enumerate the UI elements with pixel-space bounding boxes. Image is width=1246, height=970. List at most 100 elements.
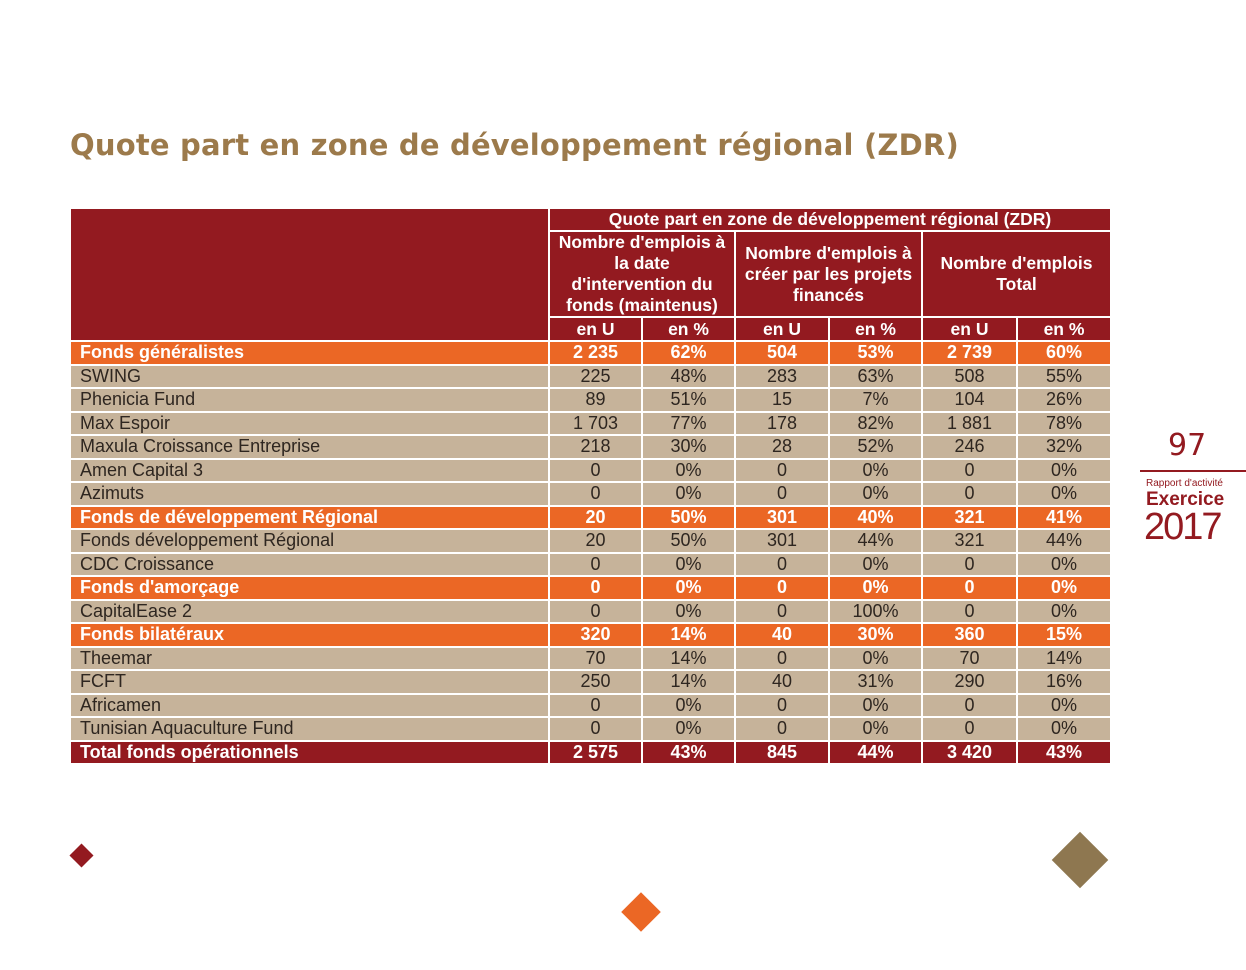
percent-cell: 100%	[828, 598, 923, 624]
category-row: Fonds bilatéraux 320 14% 40 30% 360 15%	[69, 622, 1112, 648]
percent-cell: 62%	[641, 340, 736, 366]
units-cell: 283	[734, 363, 830, 389]
table-row: CapitalEase 2 0 0% 0 100% 0 0%	[69, 598, 1112, 624]
table-row: Phenicia Fund 89 51% 15 7% 104 26%	[69, 387, 1112, 413]
units-cell: 246	[921, 434, 1018, 460]
units-cell: 0	[548, 716, 643, 742]
red-diamond-decoration	[69, 843, 94, 868]
units-cell: 28	[734, 434, 830, 460]
units-cell: 40	[734, 622, 830, 648]
percent-cell: 26%	[1016, 387, 1112, 413]
table-body: Fonds généralistes 2 235 62% 504 53% 2 739 60%…	[69, 340, 1112, 765]
fund-name-cell: Fonds de développement Régional	[69, 504, 550, 530]
percent-cell: 0%	[1016, 575, 1112, 601]
exercise-label: Exercice	[1146, 489, 1225, 510]
report-label: Rapport d'activité	[1146, 478, 1223, 489]
units-cell: 0	[734, 716, 830, 742]
units-cell: 0	[921, 716, 1018, 742]
percent-cell: 14%	[641, 669, 736, 695]
category-row: Fonds d'amorçage 0 0% 0 0% 0 0%	[69, 575, 1112, 601]
percent-cell: 0%	[1016, 457, 1112, 483]
unit-header: en %	[641, 316, 736, 342]
fund-name-cell: SWING	[69, 363, 550, 389]
percent-cell: 0%	[1016, 551, 1112, 577]
percent-cell: 15%	[1016, 622, 1112, 648]
column-group-to-create: Nombre d'emplois à créer par les projets…	[734, 230, 923, 318]
percent-cell: 0%	[1016, 692, 1112, 718]
units-cell: 104	[921, 387, 1018, 413]
fund-name-cell: Fonds généralistes	[69, 340, 550, 366]
percent-cell: 0%	[641, 575, 736, 601]
units-cell: 70	[921, 645, 1018, 671]
category-row: Fonds généralistes 2 235 62% 504 53% 2 739 60%	[69, 340, 1112, 366]
units-cell: 1 703	[548, 410, 643, 436]
units-cell: 0	[548, 692, 643, 718]
percent-cell: 0%	[641, 692, 736, 718]
units-cell: 0	[734, 692, 830, 718]
percent-cell: 0%	[641, 598, 736, 624]
percent-cell: 78%	[1016, 410, 1112, 436]
percent-cell: 0%	[828, 551, 923, 577]
units-cell: 1 881	[921, 410, 1018, 436]
percent-cell: 0%	[641, 551, 736, 577]
units-cell: 845	[734, 739, 830, 765]
percent-cell: 44%	[828, 528, 923, 554]
unit-header: en U	[734, 316, 830, 342]
units-cell: 0	[921, 692, 1018, 718]
percent-cell: 60%	[1016, 340, 1112, 366]
percent-cell: 50%	[641, 504, 736, 530]
units-cell: 0	[921, 598, 1018, 624]
units-cell: 0	[734, 551, 830, 577]
units-cell: 40	[734, 669, 830, 695]
column-group-total: Nombre d'emplois Total	[921, 230, 1112, 318]
fund-name-cell: Fonds développement Régional	[69, 528, 550, 554]
units-cell: 218	[548, 434, 643, 460]
units-cell: 250	[548, 669, 643, 695]
fund-name-cell: CapitalEase 2	[69, 598, 550, 624]
percent-cell: 0%	[828, 645, 923, 671]
percent-cell: 82%	[828, 410, 923, 436]
units-cell: 0	[921, 481, 1018, 507]
units-cell: 70	[548, 645, 643, 671]
units-cell: 20	[548, 504, 643, 530]
units-cell: 0	[734, 481, 830, 507]
units-cell: 0	[734, 575, 830, 601]
fund-name-cell: Amen Capital 3	[69, 457, 550, 483]
fund-name-cell: Fonds d'amorçage	[69, 575, 550, 601]
percent-cell: 32%	[1016, 434, 1112, 460]
fund-name-cell: Maxula Croissance Entreprise	[69, 434, 550, 460]
units-cell: 2 575	[548, 739, 643, 765]
percent-cell: 43%	[1016, 739, 1112, 765]
table-row: Amen Capital 3 0 0% 0 0% 0 0%	[69, 457, 1112, 483]
fund-name-cell: Tunisian Aquaculture Fund	[69, 716, 550, 742]
percent-cell: 53%	[828, 340, 923, 366]
units-cell: 20	[548, 528, 643, 554]
units-cell: 3 420	[921, 739, 1018, 765]
fund-name-cell: Azimuts	[69, 481, 550, 507]
percent-cell: 16%	[1016, 669, 1112, 695]
percent-cell: 51%	[641, 387, 736, 413]
units-cell: 290	[921, 669, 1018, 695]
total-row: Total fonds opérationnels 2 575 43% 845 44% 3…	[69, 739, 1112, 765]
percent-cell: 55%	[1016, 363, 1112, 389]
fund-name-cell: Phenicia Fund	[69, 387, 550, 413]
percent-cell: 44%	[1016, 528, 1112, 554]
fund-name-cell: FCFT	[69, 669, 550, 695]
table-row: Tunisian Aquaculture Fund 0 0% 0 0% 0 0%	[69, 716, 1112, 742]
units-cell: 321	[921, 528, 1018, 554]
units-cell: 321	[921, 504, 1018, 530]
units-cell: 0	[548, 551, 643, 577]
percent-cell: 0%	[641, 481, 736, 507]
group-header: Quote part en zone de développement régi…	[548, 207, 1112, 232]
table-row: Fonds développement Régional 20 50% 301 44% 3…	[69, 528, 1112, 554]
page-number: 97	[1168, 428, 1207, 463]
fund-name-cell: Max Espoir	[69, 410, 550, 436]
unit-header: en U	[921, 316, 1018, 342]
percent-cell: 41%	[1016, 504, 1112, 530]
table-row: FCFT 250 14% 40 31% 290 16%	[69, 669, 1112, 695]
percent-cell: 14%	[1016, 645, 1112, 671]
units-cell: 178	[734, 410, 830, 436]
percent-cell: 30%	[828, 622, 923, 648]
column-group-maintained: Nombre d'emplois à la date d'interventio…	[548, 230, 736, 318]
percent-cell: 0%	[641, 457, 736, 483]
